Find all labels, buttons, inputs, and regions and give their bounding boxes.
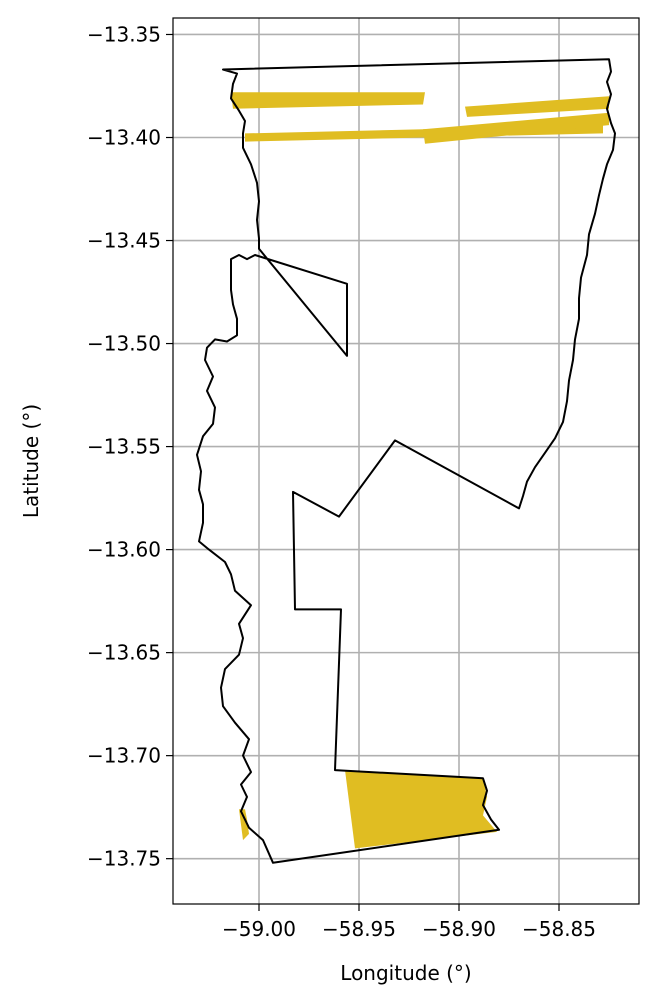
filled-areas [231,92,609,849]
y-tick-label: −13.40 [87,126,161,150]
x-tick-label: −59.00 [222,917,296,941]
filled-area [239,809,249,841]
filled-area [465,96,609,117]
filled-area [345,770,497,849]
plot-area [173,18,639,904]
x-tick-label: −58.90 [422,917,496,941]
filled-area [423,112,609,144]
y-tick-label: −13.70 [87,744,161,768]
boundary-layer [196,58,616,864]
x-tick-label: −58.95 [322,917,396,941]
x-axis-ticks: −59.00 −58.95 −58.90 −58.85 [222,904,596,941]
y-axis-ticks: −13.35 −13.40 −13.45 −13.50 −13.55 −13.60 −13.… [87,22,173,871]
y-tick-label: −13.35 [87,22,161,46]
boundary-outline [196,58,616,864]
y-axis-label: Latitude (°) [19,404,43,518]
y-tick-label: −13.65 [87,641,161,665]
y-tick-label: −13.45 [87,229,161,253]
y-tick-label: −13.55 [87,435,161,459]
y-tick-label: −13.60 [87,538,161,562]
x-tick-label: −58.85 [522,917,596,941]
x-axis-label: Longitude (°) [340,961,471,985]
filled-area [231,92,425,109]
y-tick-label: −13.75 [87,847,161,871]
y-tick-label: −13.50 [87,332,161,356]
plot-frame [172,17,640,905]
